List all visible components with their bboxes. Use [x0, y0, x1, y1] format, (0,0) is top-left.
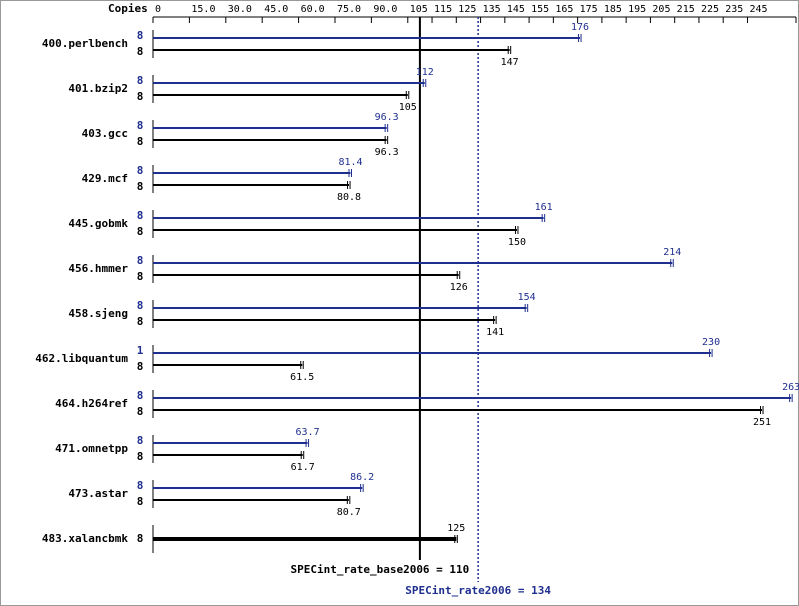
- value-label: 150: [508, 237, 526, 248]
- x-tick-label: 205: [652, 4, 670, 15]
- copies-header: Copies: [108, 2, 148, 15]
- copies-label: 8: [137, 479, 144, 492]
- reference-label: SPECint_rate2006 = 134: [405, 584, 551, 597]
- copies-label: 8: [137, 299, 144, 312]
- category-label: 483.xalancbmk: [42, 532, 128, 545]
- value-label: 214: [663, 247, 681, 258]
- value-label: 141: [486, 327, 504, 338]
- category-label: 401.bzip2: [68, 82, 128, 95]
- copies-label: 8: [137, 74, 144, 87]
- copies-label: 8: [137, 180, 144, 193]
- value-label: 125: [447, 523, 465, 534]
- category-label: 445.gobmk: [68, 217, 128, 230]
- value-label: 81.4: [338, 157, 362, 168]
- copies-label: 8: [137, 450, 144, 463]
- copies-label: 8: [137, 164, 144, 177]
- category-label: 464.h264ref: [55, 397, 128, 410]
- copies-label: 1: [137, 344, 144, 357]
- category-label: 456.hmmer: [68, 262, 128, 275]
- category-label: 471.omnetpp: [55, 442, 128, 455]
- category-label: 403.gcc: [82, 127, 128, 140]
- x-tick-label: 0: [155, 4, 161, 15]
- x-tick-label: 125: [458, 4, 476, 15]
- copies-label: 8: [137, 225, 144, 238]
- copies-label: 8: [137, 29, 144, 42]
- value-label: 154: [518, 292, 536, 303]
- x-tick-label: 115: [434, 4, 452, 15]
- x-tick-label: 60.0: [301, 4, 325, 15]
- category-label: 473.astar: [68, 487, 128, 500]
- copies-label: 8: [137, 135, 144, 148]
- x-tick-label: 75.0: [337, 4, 361, 15]
- copies-label: 8: [137, 254, 144, 267]
- copies-label: 8: [137, 389, 144, 402]
- x-tick-label: 175: [580, 4, 598, 15]
- x-tick-label: 145: [507, 4, 525, 15]
- value-label: 105: [399, 102, 417, 113]
- copies-label: 8: [137, 119, 144, 132]
- category-label: 458.sjeng: [68, 307, 128, 320]
- x-tick-label: 235: [725, 4, 743, 15]
- copies-label: 8: [137, 405, 144, 418]
- value-label: 126: [450, 282, 468, 293]
- value-label: 147: [501, 57, 519, 68]
- category-label: 429.mcf: [82, 172, 128, 185]
- value-label: 61.5: [290, 372, 314, 383]
- value-label: 96.3: [375, 112, 399, 123]
- x-tick-label: 225: [701, 4, 719, 15]
- copies-label: 8: [137, 209, 144, 222]
- value-label: 96.3: [375, 147, 399, 158]
- x-tick-label: 105: [410, 4, 428, 15]
- x-tick-label: 215: [677, 4, 695, 15]
- x-tick-label: 185: [604, 4, 622, 15]
- x-tick-label: 30.0: [228, 4, 252, 15]
- x-tick-label: 245: [749, 4, 767, 15]
- value-label: 161: [535, 202, 553, 213]
- x-tick-label: 45.0: [264, 4, 288, 15]
- copies-label: 8: [137, 315, 144, 328]
- value-label: 80.7: [337, 507, 361, 518]
- value-label: 263: [782, 382, 799, 393]
- x-tick-label: 155: [531, 4, 549, 15]
- copies-label: 8: [137, 532, 144, 545]
- copies-label: 8: [137, 360, 144, 373]
- category-label: 400.perlbench: [42, 37, 128, 50]
- copies-label: 8: [137, 45, 144, 58]
- reference-label: SPECint_rate_base2006 = 110: [290, 563, 469, 576]
- value-label: 112: [416, 67, 434, 78]
- value-label: 86.2: [350, 472, 374, 483]
- value-label: 230: [702, 337, 720, 348]
- category-label: 462.libquantum: [35, 352, 128, 365]
- x-tick-label: 90.0: [373, 4, 397, 15]
- value-label: 61.7: [291, 462, 315, 473]
- x-tick-label: 165: [555, 4, 573, 15]
- copies-label: 8: [137, 90, 144, 103]
- value-label: 80.8: [337, 192, 361, 203]
- value-label: 176: [571, 22, 589, 33]
- copies-label: 8: [137, 434, 144, 447]
- copies-label: 8: [137, 495, 144, 508]
- x-tick-label: 195: [628, 4, 646, 15]
- x-tick-label: 15.0: [191, 4, 215, 15]
- value-label: 63.7: [296, 427, 320, 438]
- copies-label: 8: [137, 270, 144, 283]
- x-tick-label: 135: [483, 4, 501, 15]
- value-label: 251: [753, 417, 771, 428]
